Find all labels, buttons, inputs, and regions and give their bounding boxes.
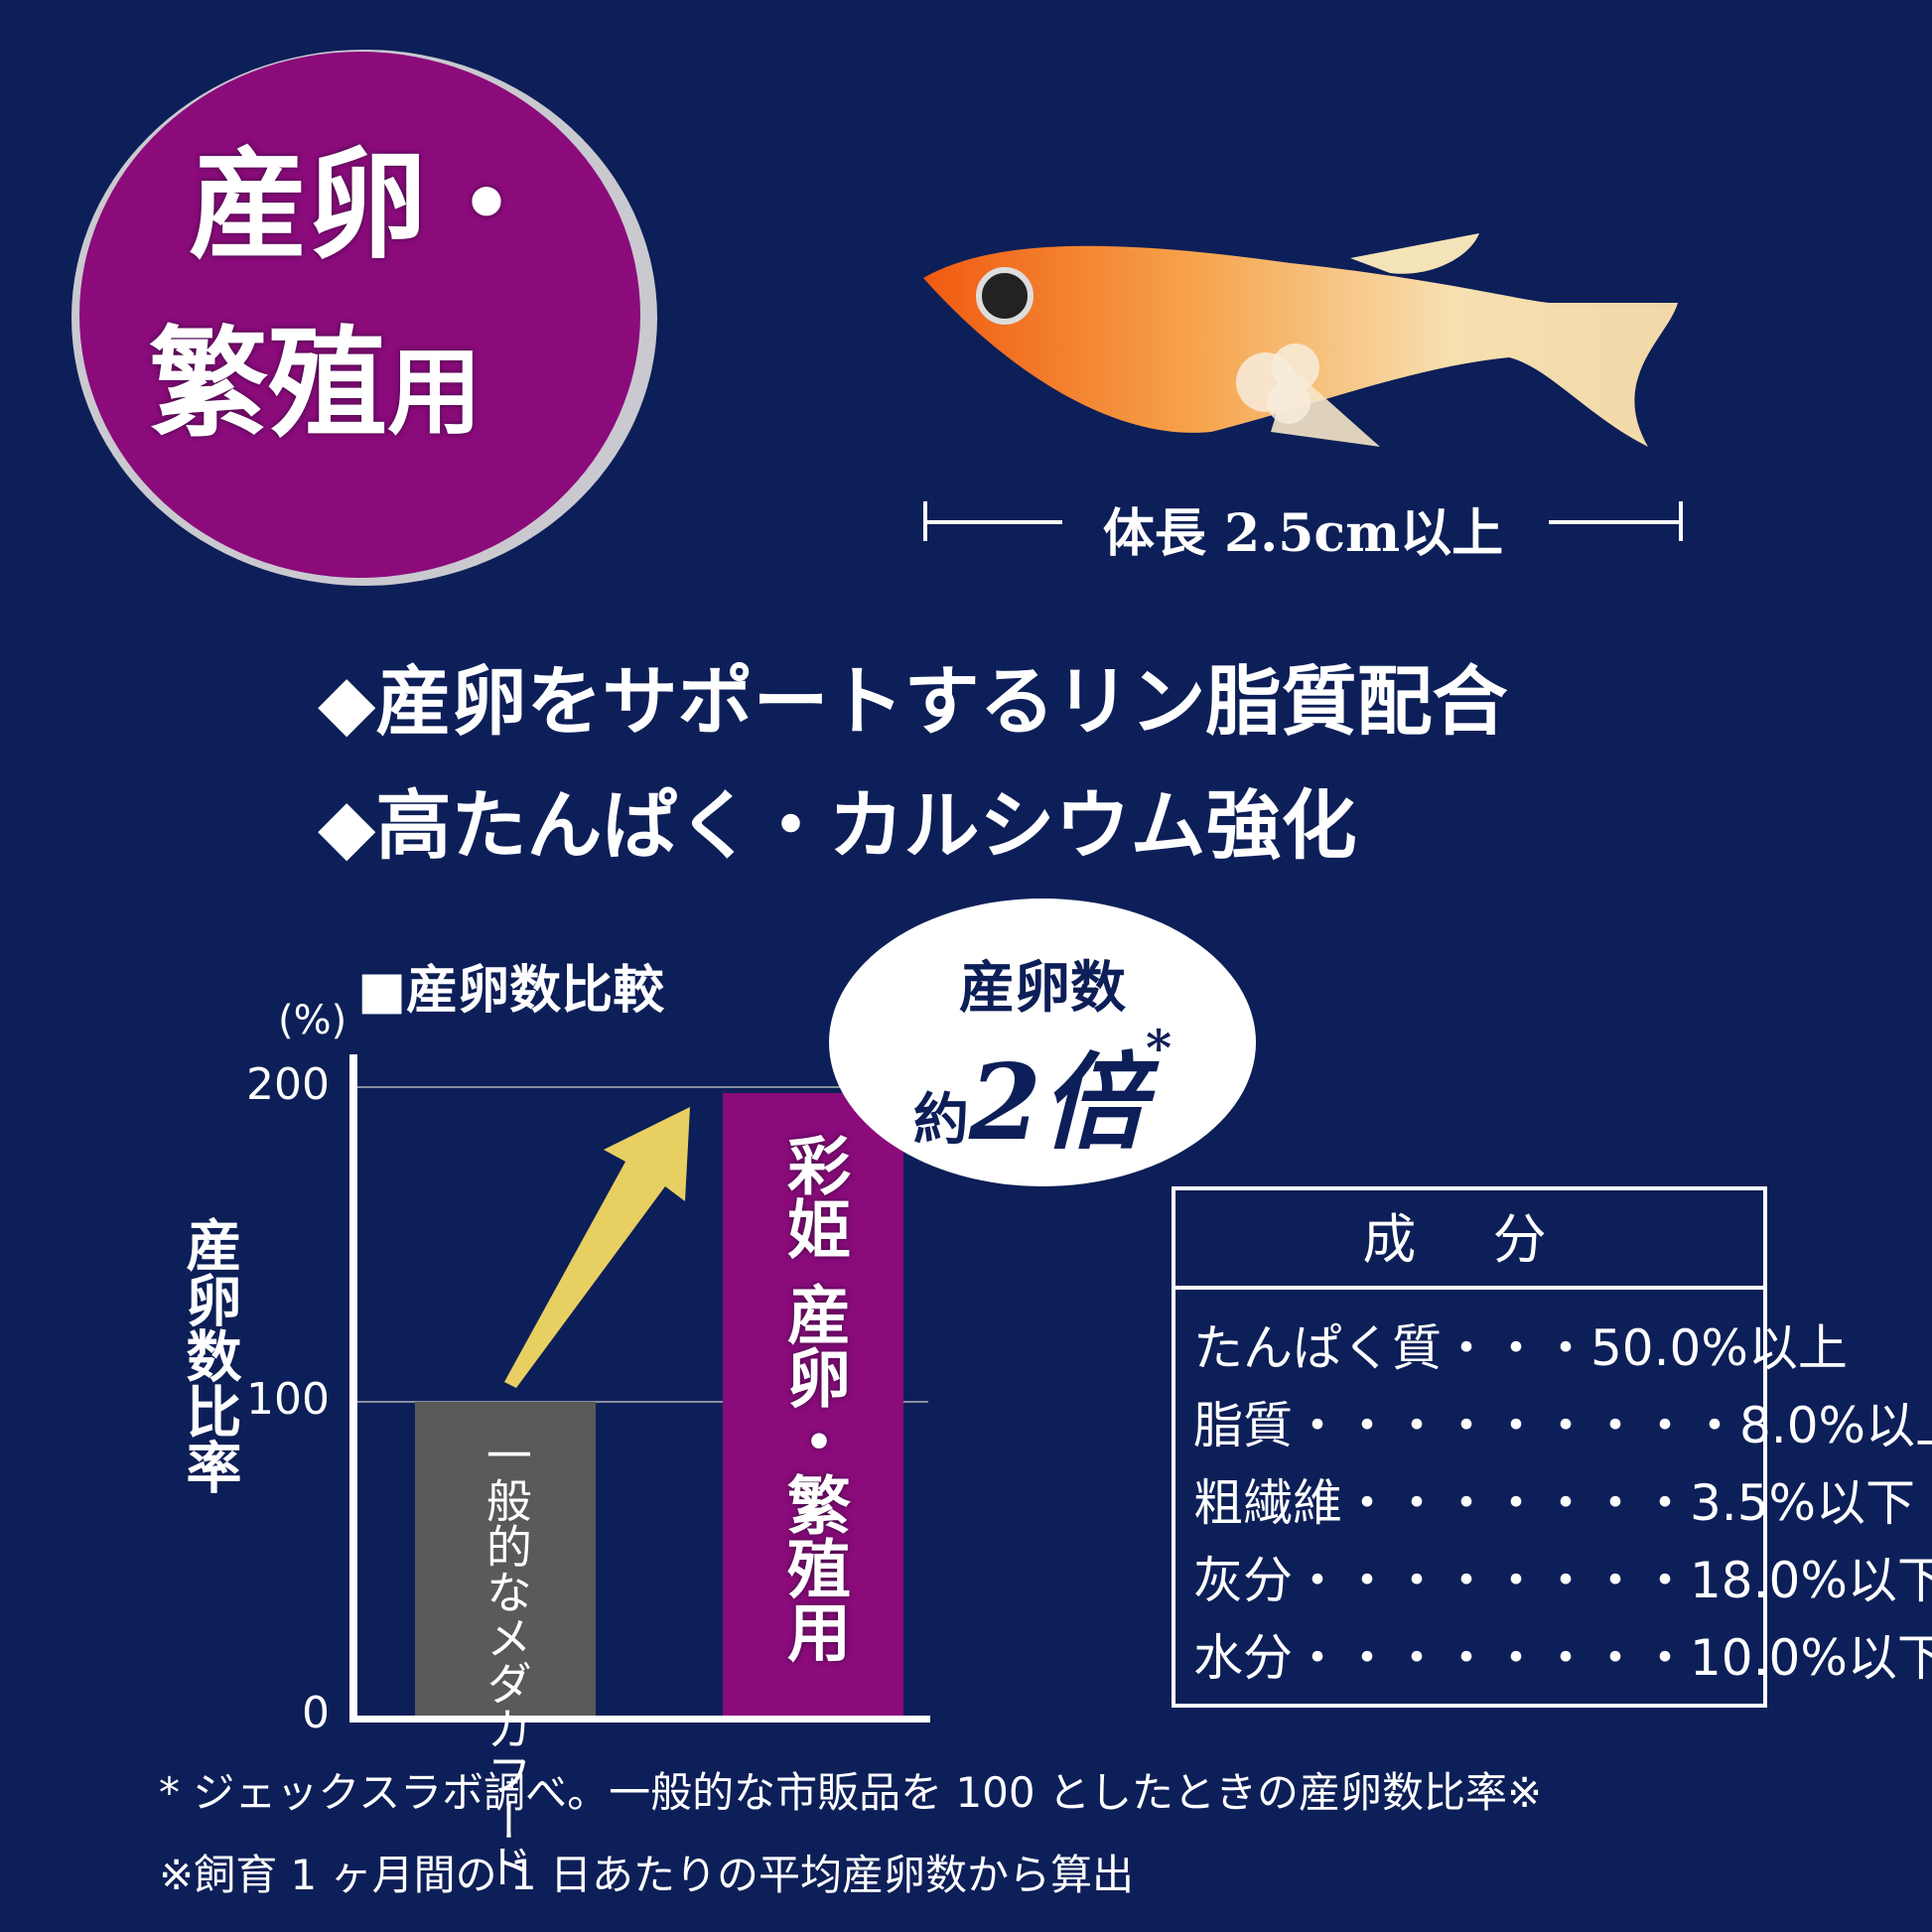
bar-label: 彩姫 産卵・繁殖用	[776, 1133, 851, 1664]
body-length-label: 体長 2.5cm以上	[1102, 503, 1504, 564]
ingredient-row: 粗繊維・・・・・・・ 3.5%以下	[1175, 1464, 1915, 1542]
callout-bubble: 産卵数 約2倍*	[829, 898, 1256, 1186]
footnote-1: * ジェックスラボ調べ。一般的な市販品を 100 としたときの産卵数比率※	[159, 1768, 1543, 1817]
ingredient-row: たんぱく質・・・ 50.0%以上	[1175, 1310, 1848, 1387]
feature-2: ◆高たんぱく・カルシウム強化	[318, 781, 1357, 870]
ingredient-name: 水分・・・・・・・・	[1193, 1629, 1690, 1687]
callout-prefix: 約	[912, 1087, 969, 1153]
y-tick-label: 200	[246, 1059, 330, 1110]
y-tick-label: 0	[302, 1688, 330, 1738]
y-axis	[349, 1054, 357, 1722]
body-length-indicator: 体長 2.5cm以上	[923, 491, 1683, 564]
footnote-2: ※飼育 1 ヶ月間の 1 日あたりの平均産卵数から算出	[159, 1851, 1135, 1899]
x-axis	[349, 1716, 930, 1723]
ingredient-row: 灰分・・・・・・・・ 18.0%以下	[1175, 1542, 1932, 1619]
bar-label: 一般的なメダカフード	[479, 1431, 533, 1888]
y-tick-label: 100	[246, 1373, 330, 1425]
gridline	[357, 1400, 928, 1403]
ingredient-name: 脂質・・・・・・・・・	[1193, 1397, 1739, 1454]
ingredient-name: 粗繊維・・・・・・・	[1193, 1474, 1690, 1532]
callout-mark: *	[1145, 1019, 1173, 1077]
ingredient-row: 水分・・・・・・・・ 10.0%以下	[1175, 1619, 1932, 1697]
badge-line1: 産卵・	[189, 135, 546, 275]
bar: 彩姫 産卵・繁殖用	[723, 1093, 903, 1716]
ingredient-value: 18.0%以下	[1690, 1552, 1932, 1609]
y-unit: (%)	[278, 998, 347, 1043]
callout-line1: 産卵数	[959, 955, 1126, 1021]
callout-value: 2倍	[968, 1040, 1146, 1164]
gridline	[357, 1086, 928, 1088]
ingredient-row: 脂質・・・・・・・・・8.0%以上	[1175, 1387, 1932, 1464]
feature-1: ◆産卵をサポートするリン脂質配合	[318, 657, 1508, 746]
ingredient-name: たんぱく質・・・	[1193, 1319, 1590, 1377]
ingredients-title: 成 分	[1175, 1190, 1763, 1290]
bar: 一般的なメダカフード	[415, 1401, 596, 1888]
increase-arrow-icon	[504, 1107, 690, 1388]
badge-line2: 繁殖用	[149, 325, 482, 444]
ingredients-table: 成 分 たんぱく質・・・50.0%以上脂質・・・・・・・・・8.0%以上粗繊維・…	[1172, 1186, 1932, 1708]
fish-illustration	[923, 233, 1678, 447]
ingredient-value: 50.0%以上	[1590, 1319, 1848, 1377]
ingredient-value: 8.0%以上	[1739, 1397, 1932, 1454]
badge-line2-small: 用	[387, 338, 483, 448]
badge-line2-text: 繁殖	[149, 314, 387, 454]
chart-title: ■産卵数比較	[357, 961, 665, 1021]
y-axis-label: 産卵数比率	[177, 1216, 241, 1494]
badge: 産卵・ 繁殖用	[79, 52, 640, 578]
ingredient-value: 10.0%以下	[1690, 1629, 1932, 1687]
ingredient-name: 灰分・・・・・・・・	[1193, 1552, 1690, 1609]
ingredient-value: 3.5%以下	[1690, 1474, 1916, 1532]
